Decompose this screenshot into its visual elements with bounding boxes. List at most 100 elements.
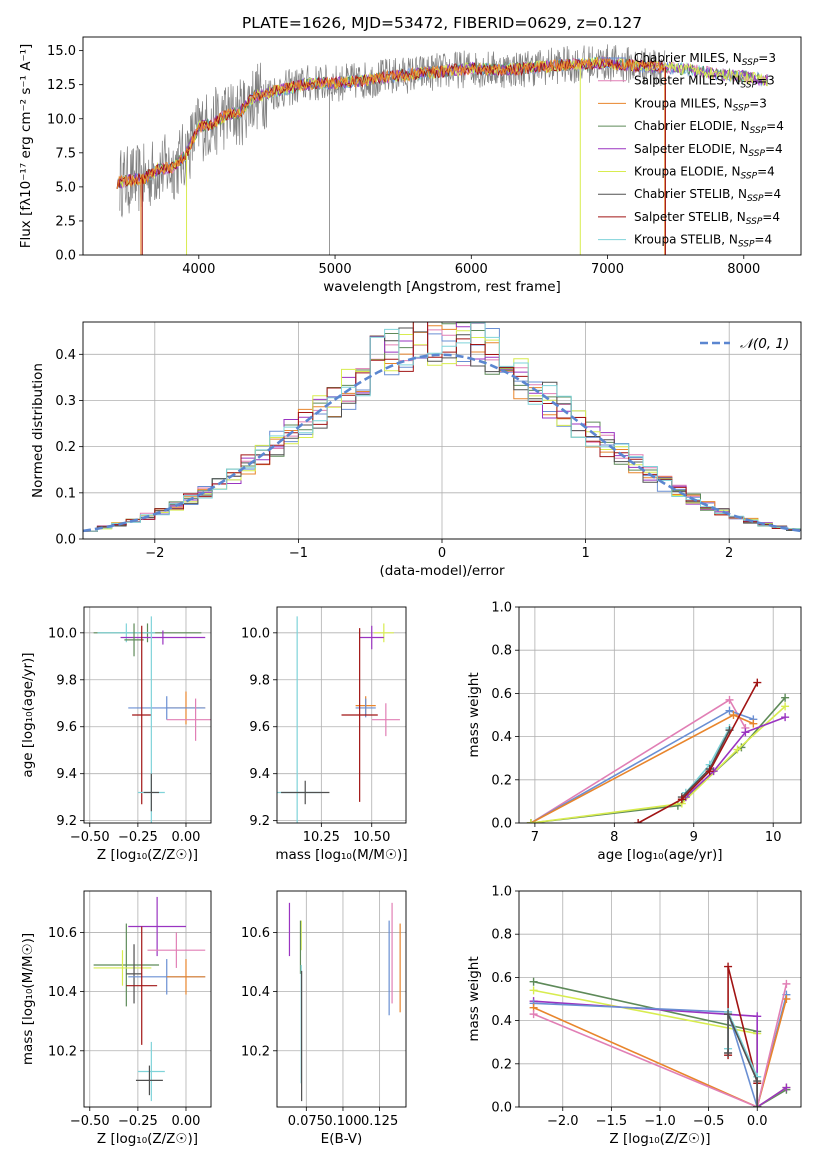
y-tick-label: 0.8 — [491, 644, 512, 659]
x-axis-label: Z [log₁₀(Z/Z☉)] — [97, 847, 198, 863]
y-tick-label: 10.0 — [48, 626, 77, 641]
point-marker — [733, 745, 742, 754]
legend-label: Chabrier ELODIE, NSSP=4 — [634, 119, 784, 136]
y-tick-label: 10.6 — [241, 926, 270, 941]
histogram-step — [83, 322, 801, 532]
legend-label: Kroupa MILES, NSSP=3 — [634, 96, 767, 113]
histogram-step — [83, 322, 801, 532]
x-tick-label: −0.25 — [118, 830, 158, 845]
chart-title: PLATE=1626, MJD=53472, FIBERID=0629, z=0… — [242, 14, 642, 32]
x-tick-label: 10.25 — [303, 830, 340, 845]
y-tick-label: 0.2 — [55, 440, 76, 455]
point-marker — [781, 713, 790, 722]
point-marker — [725, 695, 734, 704]
axes-frame — [518, 890, 802, 1108]
y-tick-label: 9.4 — [249, 767, 270, 782]
point-marker — [741, 728, 750, 737]
histogram-step — [83, 328, 801, 532]
y-axis-label: mass weight — [466, 672, 482, 757]
x-tick-label: −0.25 — [118, 1114, 158, 1129]
y-tick-label: 10.2 — [48, 1044, 77, 1059]
x-tick-label: 8000 — [727, 262, 760, 277]
point-marker — [753, 1077, 762, 1086]
x-axis-label: Z [log₁₀(Z/Z☉)] — [609, 1131, 710, 1147]
histogram-step — [83, 322, 801, 532]
point-marker — [782, 995, 791, 1003]
y-tick-label: 10.0 — [47, 112, 76, 127]
point-marker — [749, 719, 758, 728]
massweight-vs-z-plot-area — [529, 962, 791, 1107]
x-tick-label: −1.5 — [596, 1114, 628, 1129]
y-tick-label: 10.4 — [241, 985, 270, 1000]
model-spectrum — [116, 57, 665, 189]
mass-weight-line — [637, 682, 759, 823]
x-tick-label: −0.50 — [70, 1114, 110, 1129]
x-axis-label: Z [log₁₀(Z/Z☉)] — [97, 1131, 198, 1147]
point-marker — [782, 1083, 791, 1092]
point-marker — [781, 693, 790, 702]
x-tick-label: −2.0 — [547, 1114, 579, 1129]
massweight-vs-age-group — [515, 606, 801, 827]
y-tick-label: 9.6 — [249, 720, 270, 735]
y-axis-label: Normed distribution — [30, 363, 46, 498]
x-tick-label: 0.0 — [747, 1114, 768, 1129]
point-marker — [724, 1010, 733, 1019]
y-tick-label: 0.4 — [491, 730, 512, 745]
y-tick-label: 0.8 — [491, 928, 512, 943]
histogram-step — [83, 322, 801, 532]
y-tick-label: 2.5 — [55, 214, 76, 229]
model-spectrum — [116, 56, 665, 189]
y-tick-label: 5.0 — [55, 180, 76, 195]
age-vs-z-plot-area — [93, 616, 211, 823]
y-tick-label: 12.5 — [47, 78, 76, 93]
age-vs-mass-plot-area — [277, 616, 400, 823]
y-tick-label: 9.4 — [56, 767, 77, 782]
x-axis-label: E(B-V) — [321, 1131, 363, 1147]
y-tick-label: 0.0 — [491, 1101, 512, 1116]
x-tick-label: −1.0 — [644, 1114, 676, 1129]
axes-frame — [276, 606, 407, 824]
mass-vs-ebv-group — [273, 891, 406, 1111]
x-tick-label: 6000 — [455, 262, 488, 277]
point-marker — [753, 678, 762, 687]
x-tick-label: 0.075 — [288, 1114, 325, 1129]
age-vs-z-group — [80, 607, 211, 827]
x-tick-label: 10 — [765, 830, 782, 845]
point-marker — [677, 795, 686, 804]
point-marker — [529, 986, 538, 995]
axes-frame — [276, 890, 407, 1108]
axes-frame — [82, 36, 802, 256]
x-tick-label: −2 — [145, 546, 164, 561]
x-tick-label: −0.5 — [693, 1114, 725, 1129]
mass-vs-z-plot-area — [93, 896, 206, 1102]
y-tick-label: 10.0 — [241, 626, 270, 641]
x-tick-label: 9 — [690, 830, 698, 845]
mass-weight-line — [685, 716, 786, 798]
point-marker — [753, 1012, 762, 1021]
x-axis-label: wavelength [Angstrom, rest frame] — [323, 279, 561, 295]
mass-weight-line — [530, 705, 786, 823]
mass-weight-line — [727, 966, 758, 1107]
x-tick-label: 5000 — [319, 262, 352, 277]
massweight-vs-z-group — [515, 890, 801, 1111]
legend-label: Salpeter STELIB, NSSP=4 — [634, 210, 780, 227]
axes-frame — [83, 606, 212, 824]
y-tick-label: 0.0 — [55, 533, 76, 548]
y-tick-label: 0.1 — [55, 486, 76, 501]
y-axis-label: age [log₁₀(age/yr)] — [20, 652, 36, 777]
x-tick-label: 0.00 — [172, 830, 201, 845]
y-tick-label: 9.6 — [56, 720, 77, 735]
mass-weight-line — [727, 1013, 758, 1107]
legend-label: Salpeter MILES, NSSP=3 — [634, 74, 775, 91]
y-tick-label: 0.0 — [55, 249, 76, 264]
legend-label: Chabrier STELIB, NSSP=4 — [634, 187, 781, 204]
histogram-step — [83, 322, 801, 532]
histogram-step — [83, 327, 801, 532]
point-marker — [724, 1049, 733, 1057]
residuals-plot-area — [83, 322, 801, 533]
x-axis-label: mass [log₁₀(M/M☉)] — [275, 847, 407, 863]
x-tick-label: 8 — [610, 830, 618, 845]
x-tick-label: 1 — [581, 546, 589, 561]
point-marker — [634, 819, 643, 823]
